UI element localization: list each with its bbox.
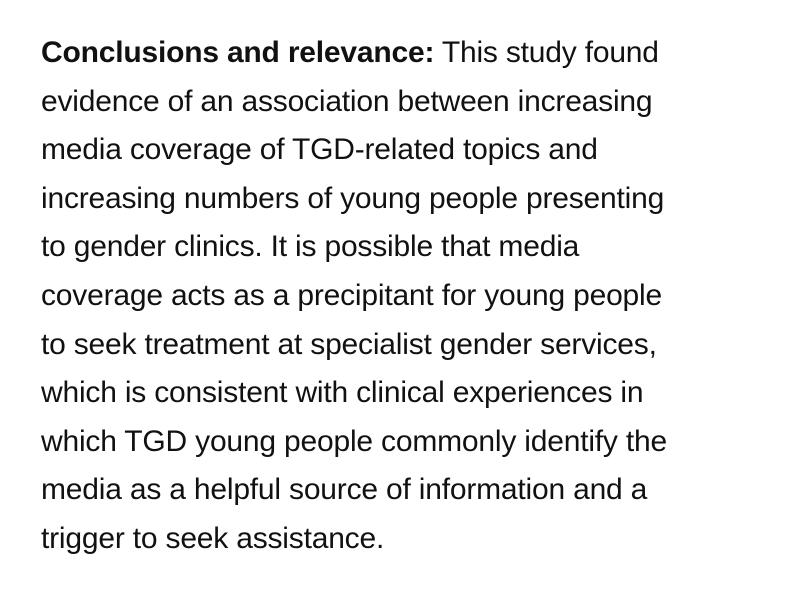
paragraph-line: to seek treatment at specialist gender s… — [41, 327, 657, 361]
section-heading: Conclusions and relevance: — [41, 36, 435, 69]
paragraph-line: media as a helpful source of information… — [41, 473, 648, 507]
paragraph-line: evidence of an association between incre… — [41, 84, 653, 118]
line-text: This study found — [434, 36, 659, 69]
paragraph-line: increasing numbers of young people prese… — [41, 181, 665, 215]
paragraph-line: which is consistent with clinical experi… — [41, 376, 644, 410]
paragraph-line: Conclusions and relevance: This study fo… — [41, 29, 761, 78]
paragraph-line: trigger to seek assistance. — [41, 521, 385, 555]
paragraph-line: which TGD young people commonly identify… — [41, 424, 667, 458]
conclusions-paragraph: Conclusions and relevance: This study fo… — [41, 29, 761, 564]
paragraph-line: coverage acts as a precipitant for young… — [41, 278, 662, 312]
paragraph-line: media coverage of TGD-related topics and — [41, 133, 598, 167]
paragraph-line: to gender clinics. It is possible that m… — [41, 230, 580, 264]
